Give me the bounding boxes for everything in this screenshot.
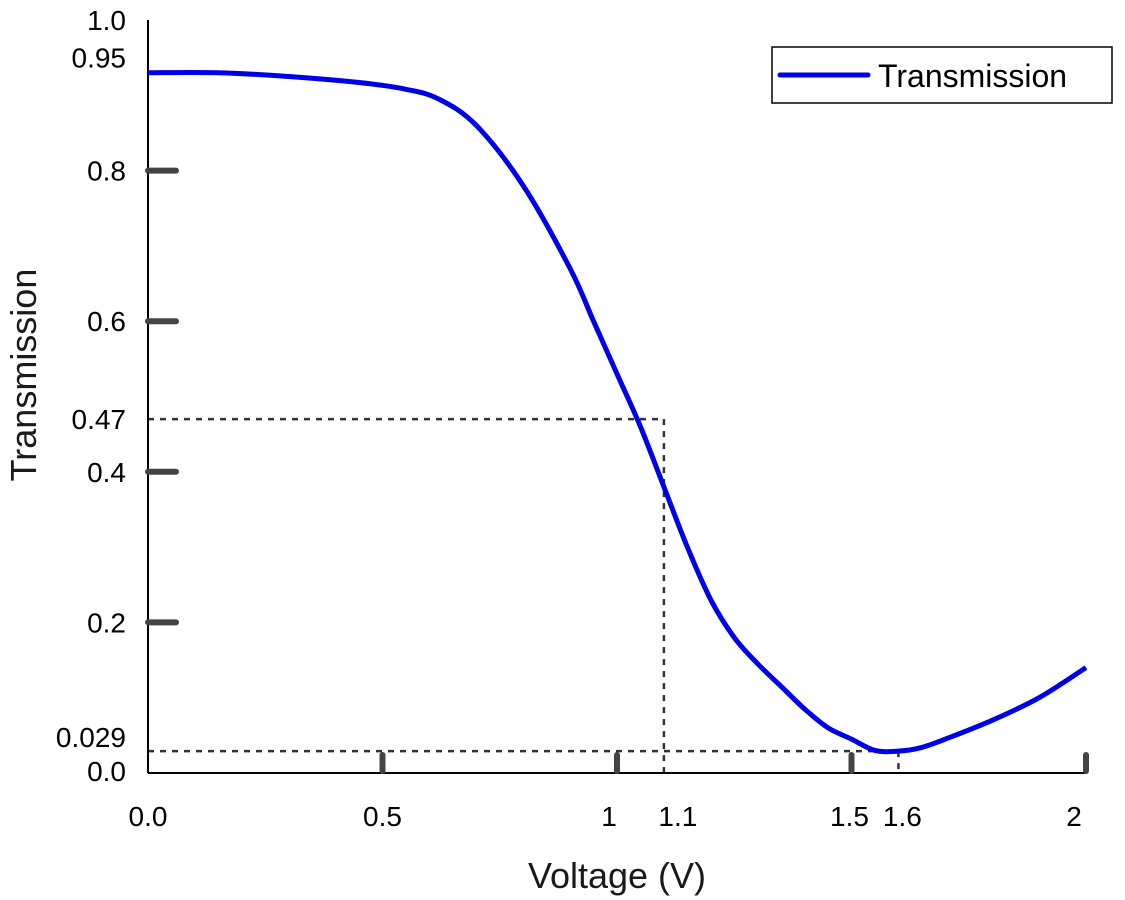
- legend: Transmission: [771, 46, 1113, 104]
- series-layer: [147, 69, 1088, 755]
- x-axis-title: Voltage (V): [528, 855, 706, 896]
- x-tick-label: 0.5: [363, 801, 402, 832]
- reference-lines: [148, 417, 900, 773]
- x-tick-label: 1.5: [830, 801, 869, 832]
- y-tick-label: 0.0: [87, 756, 126, 787]
- x-tick-label: 1: [601, 801, 617, 832]
- y-tick-label: 0.47: [72, 404, 127, 435]
- y-tick-marks: [145, 167, 179, 626]
- y-tick-label: 0.2: [87, 607, 126, 638]
- y-tick-label: 1.0: [87, 5, 126, 36]
- series-line-transmission: [147, 69, 1088, 755]
- y-axis-title: Transmission: [3, 269, 44, 482]
- x-tick-labels: 0.0 0.5 1 1.1 1.5 1.6 2: [129, 801, 1082, 832]
- y-tick-label: 0.8: [87, 156, 126, 187]
- x-tick-label: 1.6: [883, 801, 922, 832]
- y-tick-labels: 0.00.029 0.2 0.4 0.47 0.6 0.8 0.95 1.0: [56, 5, 126, 787]
- y-tick-label: 0.95: [72, 43, 127, 74]
- legend-label-transmission: Transmission: [878, 58, 1067, 94]
- y-tick-label: 0.4: [87, 457, 126, 488]
- y-tick-label: 0.029: [56, 722, 126, 753]
- x-tick-label: 0.0: [129, 801, 168, 832]
- x-tick-label: 2: [1066, 801, 1082, 832]
- x-tick-label: 1.1: [658, 801, 697, 832]
- x-tick-marks: [379, 752, 1089, 774]
- y-tick-label: 0.6: [87, 306, 126, 337]
